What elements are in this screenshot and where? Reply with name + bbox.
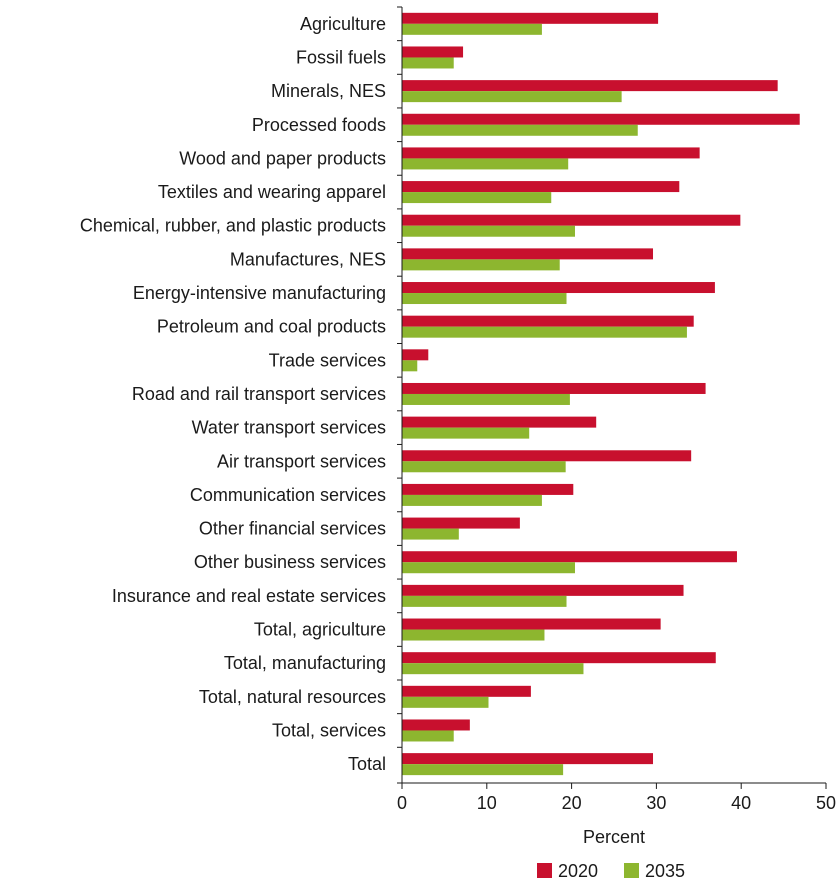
bar-2035 <box>402 91 622 103</box>
bar-2035 <box>402 764 564 776</box>
bar-2020 <box>402 214 741 226</box>
category-label: Processed foods <box>252 115 386 135</box>
bar-2020 <box>402 349 429 361</box>
category-label: Road and rail transport services <box>132 384 386 404</box>
category-label: Agriculture <box>300 14 386 34</box>
bar-2035 <box>402 23 542 35</box>
bar-2020 <box>402 248 654 260</box>
category-label: Fossil fuels <box>296 47 386 67</box>
bar-2035 <box>402 427 530 439</box>
bar-2035 <box>402 293 567 305</box>
bar-2035 <box>402 663 584 675</box>
legend-label: 2035 <box>645 861 685 881</box>
category-label: Total, agriculture <box>254 620 386 640</box>
x-tick-label: 20 <box>562 793 582 813</box>
bar-2035 <box>402 360 418 372</box>
category-label: Trade services <box>269 350 386 370</box>
bar-2035 <box>402 326 687 338</box>
bar-2020 <box>402 113 800 125</box>
bar-2035 <box>402 528 459 540</box>
bar-2020 <box>402 450 692 462</box>
category-label: Other financial services <box>199 519 386 539</box>
legend-label: 2020 <box>558 861 598 881</box>
category-label: Minerals, NES <box>271 81 386 101</box>
x-tick-label: 50 <box>816 793 836 813</box>
category-label: Manufactures, NES <box>230 249 386 269</box>
legend-swatch-2020 <box>537 863 552 878</box>
bar-2035 <box>402 124 638 136</box>
bar-2035 <box>402 629 545 641</box>
category-label: Petroleum and coal products <box>157 317 386 337</box>
category-label: Total, services <box>272 720 386 740</box>
bars <box>402 12 800 776</box>
legend-swatch-2035 <box>624 863 639 878</box>
category-label: Textiles and wearing apparel <box>158 182 386 202</box>
bar-2035 <box>402 225 575 237</box>
x-tick-label: 10 <box>477 793 497 813</box>
bar-2035 <box>402 696 489 708</box>
bar-2020 <box>402 416 597 428</box>
bar-2035 <box>402 461 566 473</box>
bar-2035 <box>402 259 560 271</box>
category-label: Total <box>348 754 386 774</box>
bar-2020 <box>402 517 520 529</box>
bar-2035 <box>402 595 567 607</box>
category-label: Water transport services <box>192 418 386 438</box>
legend: 2020 2035 <box>537 861 685 881</box>
category-label: Wood and paper products <box>179 148 386 168</box>
bar-2020 <box>402 584 684 596</box>
bar-2020 <box>402 551 737 563</box>
bar-2035 <box>402 494 542 506</box>
x-axis: 0 10 20 30 40 50 <box>397 6 836 813</box>
bar-2020 <box>402 652 716 664</box>
bar-2020 <box>402 282 715 294</box>
bar-2035 <box>402 57 454 69</box>
x-axis-title: Percent <box>583 827 645 847</box>
category-label: Insurance and real estate services <box>112 586 386 606</box>
bar-2020 <box>402 753 654 765</box>
category-label: Other business services <box>194 552 386 572</box>
bar-2035 <box>402 192 552 204</box>
bar-2035 <box>402 730 454 742</box>
bar-2020 <box>402 483 574 495</box>
category-label: Chemical, rubber, and plastic products <box>80 216 386 236</box>
bar-2020 <box>402 12 659 24</box>
bar-2020 <box>402 80 778 92</box>
x-tick-label: 0 <box>397 793 407 813</box>
category-label: Communication services <box>190 485 386 505</box>
bar-2020 <box>402 719 470 731</box>
bar-2020 <box>402 46 464 58</box>
bar-2020 <box>402 147 700 159</box>
bar-2020 <box>402 181 680 193</box>
category-label: Air transport services <box>217 451 386 471</box>
x-tick-label: 30 <box>646 793 666 813</box>
bar-2035 <box>402 562 575 574</box>
bar-2020 <box>402 382 706 394</box>
x-tick-label: 40 <box>731 793 751 813</box>
bar-2020 <box>402 618 661 630</box>
category-label: Energy-intensive manufacturing <box>133 283 386 303</box>
bar-2020 <box>402 315 694 327</box>
bar-2020 <box>402 685 531 697</box>
bar-2035 <box>402 158 569 170</box>
category-labels: Agriculture Fossil fuels Minerals, NES Proc… <box>80 14 386 774</box>
bar-2035 <box>402 393 570 405</box>
category-label: Total, natural resources <box>199 687 386 707</box>
category-label: Total, manufacturing <box>224 653 386 673</box>
